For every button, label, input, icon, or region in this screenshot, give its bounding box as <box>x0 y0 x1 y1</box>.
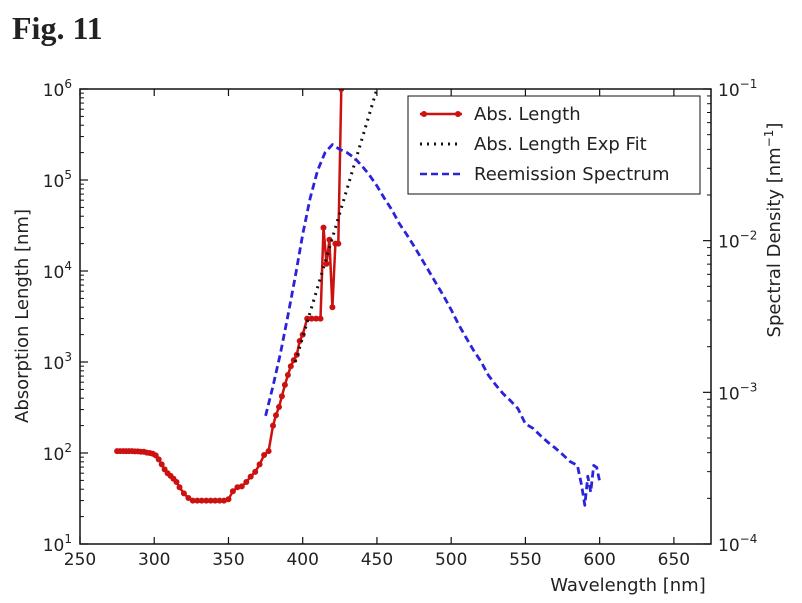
x-tick-label: 500 <box>435 550 467 570</box>
x-tick-label: 300 <box>138 550 170 570</box>
point-abs-length <box>276 404 282 410</box>
legend-label-reemission: Reemission Spectrum <box>474 164 670 185</box>
point-abs-length <box>198 497 205 504</box>
point-abs-length <box>256 461 263 468</box>
point-abs-length <box>329 304 336 311</box>
y-left-tick-label: 102 <box>43 441 72 465</box>
point-abs-length <box>273 412 279 419</box>
point-abs-length <box>335 240 342 247</box>
point-abs-length <box>207 497 214 504</box>
y-right-title-main: Spectral Density [nm <box>764 147 785 337</box>
series-abs-length <box>117 89 343 502</box>
y-right-title-sup: −1 <box>762 130 776 148</box>
y-right-axis-title: Spectral Density [nm−1] <box>762 123 785 338</box>
legend-marker-abs-length-2 <box>455 111 461 117</box>
point-abs-length <box>203 497 210 504</box>
x-tick-label: 400 <box>286 550 318 570</box>
point-abs-length <box>270 422 276 429</box>
figure-label: Fig. 11 <box>12 10 103 46</box>
y-right-tick-label: 10−2 <box>718 229 757 253</box>
legend-label-exp-fit: Abs. Length Exp Fit <box>474 134 647 155</box>
point-abs-length <box>225 496 232 503</box>
point-abs-length <box>278 393 285 400</box>
series-abs-length-exp-fit <box>293 89 379 363</box>
point-abs-length <box>323 260 330 267</box>
point-abs-length <box>185 495 192 501</box>
x-tick-label: 550 <box>509 550 541 570</box>
y-left-axis-title: Absorption Length [nm] <box>12 209 33 423</box>
series-layer <box>114 89 601 507</box>
point-abs-length <box>189 497 196 504</box>
point-abs-length <box>281 381 288 388</box>
y-left-tick-label: 106 <box>43 77 72 101</box>
point-abs-length <box>176 484 183 491</box>
x-axis-title: Wavelength [nm] <box>550 575 706 596</box>
plot-frame <box>79 88 712 545</box>
point-abs-length <box>308 315 315 322</box>
y-left-tick-label: 104 <box>43 259 72 283</box>
point-abs-length <box>221 497 227 504</box>
point-abs-length <box>317 315 324 322</box>
point-abs-length <box>194 497 201 504</box>
point-abs-length <box>229 488 236 495</box>
legend-label-abs-length: Abs. Length <box>474 104 581 125</box>
point-abs-length <box>313 315 320 322</box>
point-abs-length <box>320 224 327 231</box>
x-tick-label: 250 <box>64 550 96 570</box>
point-abs-length <box>284 372 291 378</box>
y-left-tick-label: 103 <box>43 350 72 374</box>
y-right-title-end: ] <box>764 123 785 130</box>
y-right-tick-label: 10−3 <box>718 380 757 404</box>
legend-marker-abs-length-1 <box>421 111 427 117</box>
point-abs-length <box>180 490 187 497</box>
series-reemission-spectrum <box>264 143 601 507</box>
point-abs-length <box>326 236 333 243</box>
legend: Abs. Length Abs. Length Exp Fit Reemissi… <box>407 95 701 195</box>
x-tick-label: 600 <box>583 550 615 570</box>
x-tick-label: 350 <box>212 550 244 570</box>
point-abs-length <box>252 468 259 475</box>
point-abs-length <box>216 497 223 504</box>
y-right-tick-label: 10−1 <box>718 77 757 101</box>
point-abs-length <box>296 338 303 344</box>
point-abs-length <box>155 456 162 463</box>
x-tick-label: 650 <box>658 550 690 570</box>
point-abs-length <box>287 363 294 370</box>
point-abs-length <box>261 452 268 458</box>
point-abs-length <box>173 479 180 485</box>
point-abs-length <box>247 473 254 480</box>
point-abs-length <box>265 448 272 455</box>
ticks-layer: 250 300 350 400 450 500 550 600 650 101 102 103 104 1… <box>43 77 758 570</box>
y-right-tick-label: 10−4 <box>718 532 757 556</box>
point-abs-length <box>158 461 165 468</box>
point-abs-length <box>238 483 245 490</box>
y-left-tick-label: 101 <box>43 532 72 556</box>
y-left-tick-label: 105 <box>43 168 72 192</box>
x-tick-label: 450 <box>361 550 393 570</box>
point-abs-length <box>212 497 219 504</box>
point-abs-length <box>243 479 250 485</box>
